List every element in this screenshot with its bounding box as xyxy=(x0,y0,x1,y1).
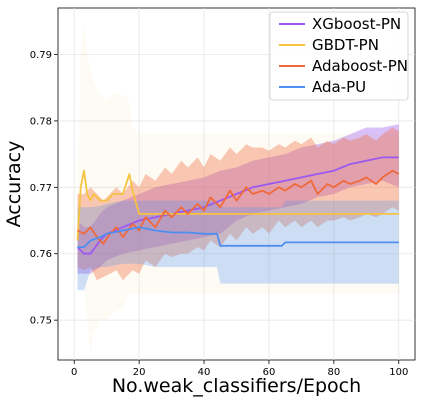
x-tick-label: 0 xyxy=(71,367,77,378)
y-tick-label: 0.77 xyxy=(30,183,52,194)
y-tick-label: 0.79 xyxy=(30,50,52,61)
y-tick-label: 0.78 xyxy=(30,116,52,127)
series-lines xyxy=(76,156,400,255)
x-tick-label: 40 xyxy=(198,367,211,378)
legend: XGboost-PN GBDT-PN Adaboost-PN Ada-PU xyxy=(269,11,409,101)
x-tick-label: 80 xyxy=(327,367,340,378)
gbdt-pn-band xyxy=(77,21,399,354)
adaboost-pn-band xyxy=(77,127,399,281)
y-axis-title: Accuracy xyxy=(3,141,25,228)
ada-pu-line xyxy=(77,226,399,249)
y-tick-label: 0.75 xyxy=(30,316,52,327)
y-tick-label: 0.76 xyxy=(30,249,52,260)
legend-label-gbdt-pn: GBDT-PN xyxy=(312,36,379,54)
legend-box xyxy=(269,11,409,101)
x-axis-title: No.weak_classifiers/Epoch xyxy=(112,375,361,397)
grid xyxy=(58,8,415,360)
legend-label-ada-pu: Ada-PU xyxy=(312,78,366,96)
gbdt-pn-line xyxy=(76,169,399,241)
x-tick-label: 60 xyxy=(263,367,276,378)
legend-label-adaboost-pn: Adaboost-PN xyxy=(312,57,408,75)
x-tick-label: 100 xyxy=(389,367,408,378)
axis-ticks: 0 20 40 60 80 100 0.75 0.76 0.77 0.78 0.79 xyxy=(30,50,409,378)
xgboost-pn-line xyxy=(76,156,399,255)
legend-label-xgboost-pn: XGboost-PN xyxy=(312,15,401,33)
x-tick-label: 20 xyxy=(133,367,146,378)
adaboost-pn-line xyxy=(77,169,400,245)
